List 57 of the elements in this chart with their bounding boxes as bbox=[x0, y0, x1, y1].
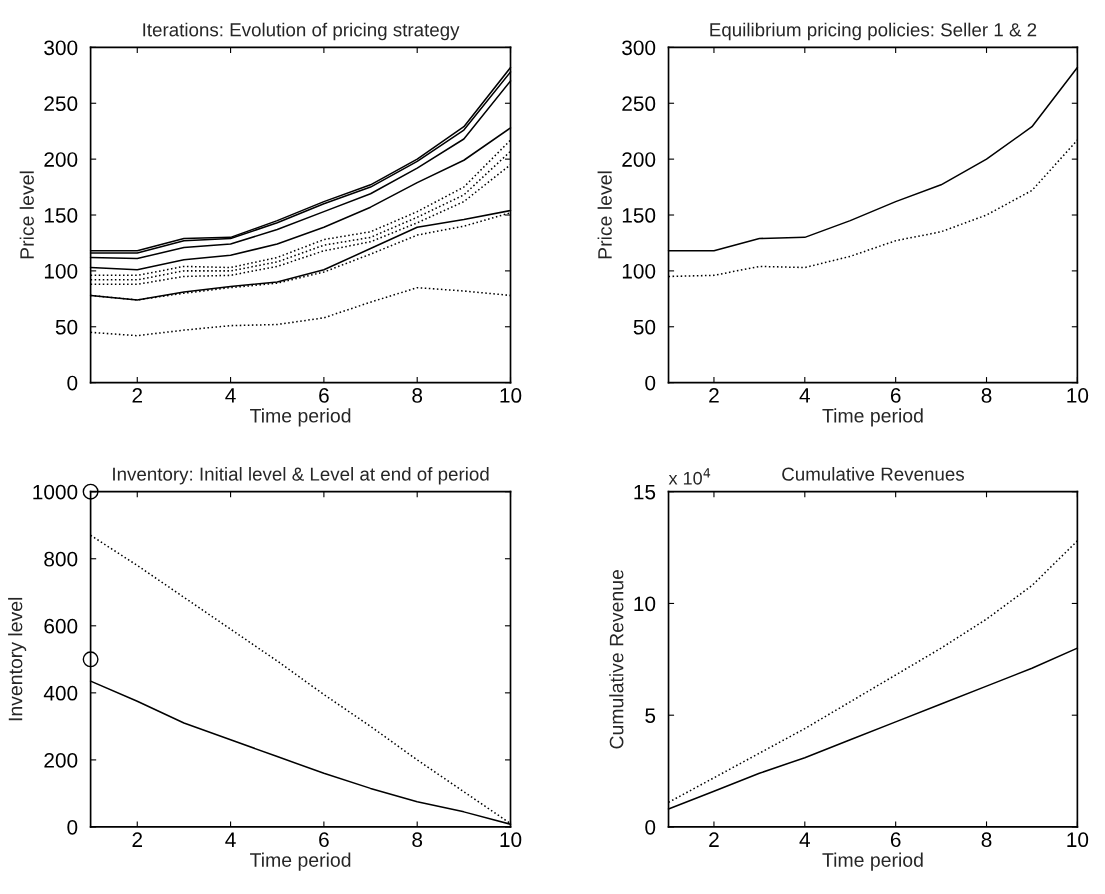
y-tick-label: 1000 bbox=[33, 484, 78, 500]
y-tick-label: 0 bbox=[67, 819, 78, 835]
y-axis-title: Inventory level bbox=[8, 597, 27, 721]
x-axis-title: Time period bbox=[250, 408, 351, 427]
chart-title: Equilibrium pricing policies: Seller 1 & 2 bbox=[710, 22, 1037, 41]
x-tick-label: 10 bbox=[1067, 832, 1089, 848]
x-tick-label: 8 bbox=[981, 832, 992, 848]
x-tick-label: 2 bbox=[132, 832, 143, 847]
chart-title: Cumulative Revenues bbox=[782, 467, 964, 481]
y-tick-label: 300 bbox=[44, 40, 78, 56]
y-tick-label: 800 bbox=[44, 551, 78, 567]
x-tick-label: 10 bbox=[1067, 388, 1089, 403]
x-axis-title: Time period bbox=[250, 852, 351, 871]
y-tick-label: 5 bbox=[645, 708, 656, 723]
chart-title: Iterations: Evolution of pricing strategy bbox=[143, 22, 460, 41]
chart-title: Inventory: Initial level & Level at end of period bbox=[113, 467, 489, 485]
y-tick-label: 200 bbox=[44, 752, 78, 768]
y-tick-label: 200 bbox=[44, 152, 78, 167]
y-tick-label: 10 bbox=[634, 596, 656, 612]
x-tick-label: 2 bbox=[132, 388, 143, 403]
y-axis-title: Price level bbox=[597, 171, 612, 259]
x-tick-label: 6 bbox=[890, 388, 901, 403]
y-tick-label: 150 bbox=[44, 208, 78, 223]
x-tick-label: 6 bbox=[890, 832, 901, 848]
x-tick-label: 4 bbox=[225, 388, 236, 403]
x-tick-label: 8 bbox=[412, 388, 423, 403]
y-tick-label: 15 bbox=[634, 484, 656, 500]
x-tick-label: 2 bbox=[709, 388, 719, 403]
x-tick-label: 10 bbox=[500, 832, 522, 848]
x-tick-label: 6 bbox=[319, 388, 329, 403]
y-tick-label: 150 bbox=[622, 208, 656, 223]
x-tick-label: 4 bbox=[799, 388, 810, 403]
y-tick-label: 100 bbox=[44, 263, 78, 279]
y-tick-label: 300 bbox=[622, 40, 656, 56]
x-axis-title: Time period bbox=[822, 852, 923, 871]
x-tick-label: 4 bbox=[225, 832, 236, 847]
x-tick-label: 2 bbox=[709, 832, 719, 847]
x-tick-label: 10 bbox=[500, 388, 522, 403]
y-tick-label: 250 bbox=[44, 96, 78, 112]
y-tick-label: 0 bbox=[645, 819, 656, 835]
y-axis-title: Cumulative Revenue bbox=[609, 569, 624, 749]
y-tick-label: 50 bbox=[55, 319, 78, 335]
y-tick-label: 250 bbox=[622, 96, 656, 112]
x-tick-label: 4 bbox=[799, 832, 810, 847]
x-tick-label: 8 bbox=[981, 388, 992, 403]
x-tick-label: 8 bbox=[412, 832, 423, 848]
y-tick-label: 0 bbox=[67, 375, 78, 391]
y-tick-label: 0 bbox=[645, 375, 656, 391]
y-tick-label: 400 bbox=[43, 685, 78, 701]
text: x 10$^{4}$ bbox=[668, 468, 711, 485]
y-tick-label: 100 bbox=[622, 263, 656, 279]
y-tick-label: 200 bbox=[622, 152, 656, 167]
y-tick-label: 600 bbox=[44, 618, 78, 634]
x-axis-title: Time period bbox=[822, 408, 923, 427]
x-tick-label: 6 bbox=[319, 832, 329, 848]
y-tick-label: 50 bbox=[633, 319, 656, 335]
y-axis-title: Price level bbox=[19, 171, 34, 259]
